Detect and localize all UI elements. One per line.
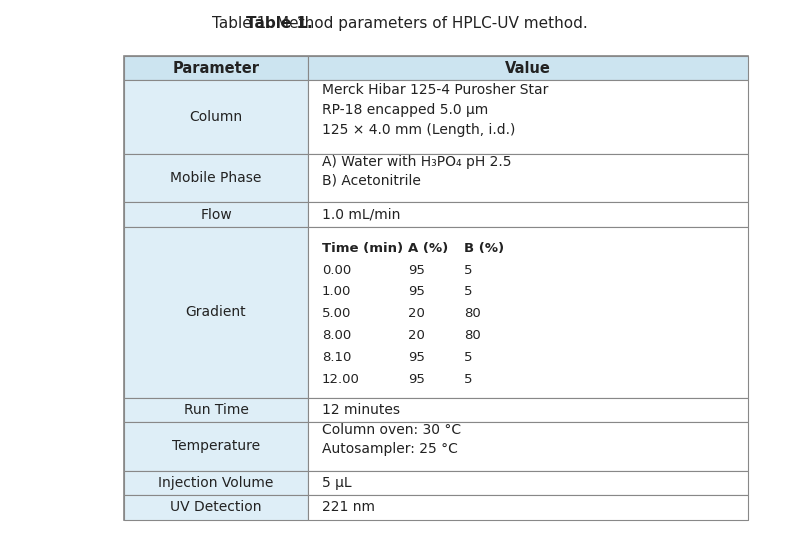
Text: RP-18 encapped 5.0 μm: RP-18 encapped 5.0 μm xyxy=(322,103,488,117)
Text: 5: 5 xyxy=(464,351,473,365)
Text: 5 μL: 5 μL xyxy=(322,476,351,490)
Text: A) Water with H₃PO₄ pH 2.5: A) Water with H₃PO₄ pH 2.5 xyxy=(322,155,511,169)
Text: Column: Column xyxy=(190,110,242,124)
Text: 95: 95 xyxy=(408,373,425,386)
Text: B (%): B (%) xyxy=(464,241,504,255)
Text: Flow: Flow xyxy=(200,207,232,222)
Text: 12 minutes: 12 minutes xyxy=(322,403,400,417)
Text: 12.00: 12.00 xyxy=(322,373,359,386)
Text: 1.00: 1.00 xyxy=(322,286,351,298)
Text: 8.00: 8.00 xyxy=(322,329,351,342)
Text: 5.00: 5.00 xyxy=(322,308,351,320)
Text: 5: 5 xyxy=(464,286,473,298)
Text: Table 1. Method parameters of HPLC-UV method.: Table 1. Method parameters of HPLC-UV me… xyxy=(212,17,588,31)
Text: Table 1.: Table 1. xyxy=(366,17,434,31)
Text: Table 1. Method parameters of HPLC-UV method.: Table 1. Method parameters of HPLC-UV me… xyxy=(212,17,588,31)
Text: 20: 20 xyxy=(408,308,425,320)
Text: 95: 95 xyxy=(408,286,425,298)
Text: Injection Volume: Injection Volume xyxy=(158,476,274,490)
Text: Parameter: Parameter xyxy=(173,61,259,76)
Text: 5: 5 xyxy=(464,263,473,277)
Text: UV Detection: UV Detection xyxy=(170,500,262,514)
Text: Autosampler: 25 °C: Autosampler: 25 °C xyxy=(322,442,458,456)
Text: Time (min): Time (min) xyxy=(322,241,403,255)
Text: Value: Value xyxy=(505,61,551,76)
Text: 80: 80 xyxy=(464,308,481,320)
Text: 95: 95 xyxy=(408,351,425,365)
Text: Table 1.: Table 1. xyxy=(246,17,313,31)
Text: 1.0 mL/min: 1.0 mL/min xyxy=(322,207,400,222)
Text: Run Time: Run Time xyxy=(184,403,249,417)
Text: Merck Hibar 125-4 Purosher Star: Merck Hibar 125-4 Purosher Star xyxy=(322,83,548,96)
Text: Gradient: Gradient xyxy=(186,305,246,319)
Text: 95: 95 xyxy=(408,263,425,277)
Text: 125 × 4.0 mm (Length, i.d.): 125 × 4.0 mm (Length, i.d.) xyxy=(322,123,515,137)
Text: 80: 80 xyxy=(464,329,481,342)
Text: Column oven: 30 °C: Column oven: 30 °C xyxy=(322,424,461,438)
Text: A (%): A (%) xyxy=(408,241,448,255)
Text: 8.10: 8.10 xyxy=(322,351,351,365)
Text: 221 nm: 221 nm xyxy=(322,500,374,514)
Text: B) Acetonitrile: B) Acetonitrile xyxy=(322,174,421,188)
Text: 0.00: 0.00 xyxy=(322,263,351,277)
Text: 20: 20 xyxy=(408,329,425,342)
Text: Temperature: Temperature xyxy=(172,439,260,454)
Text: Mobile Phase: Mobile Phase xyxy=(170,171,262,185)
Text: 5: 5 xyxy=(464,373,473,386)
